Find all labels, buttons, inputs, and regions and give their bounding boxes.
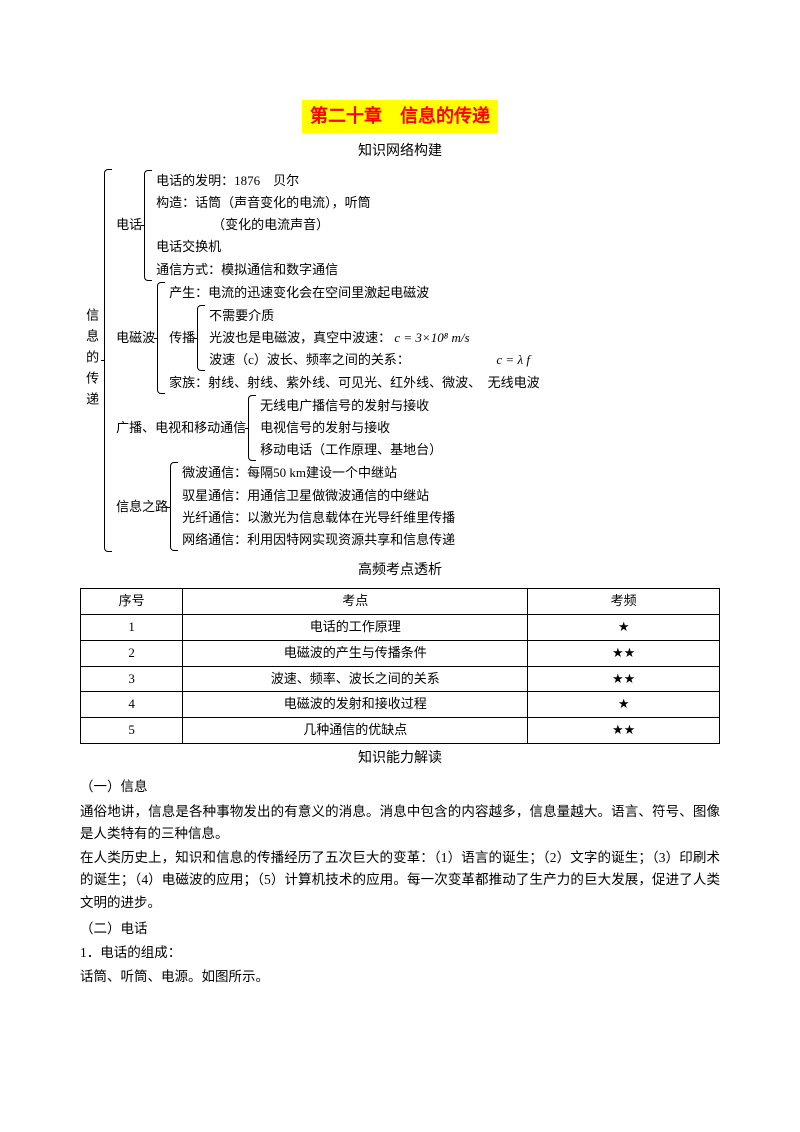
cell-index: 3	[81, 666, 183, 692]
table-row: 1 电话的工作原理 ★	[81, 614, 720, 640]
cell-freq: ★	[528, 614, 720, 640]
em-formula: c = 3×10⁸ m/s	[394, 330, 469, 345]
cell-point: 波速、频率、波长之间的关系	[183, 666, 528, 692]
cell-freq: ★	[528, 692, 720, 718]
para-info-2: 在人类历史上，知识和信息的传播经历了五次巨大的变革：（1）语言的诞生；（2）文字…	[80, 847, 720, 914]
cell-index: 4	[81, 692, 183, 718]
table-row: 3 波速、频率、波长之间的关系 ★★	[81, 666, 720, 692]
para-info-1: 通俗地讲，信息是各种事物发出的有意义的消息。消息中包含的内容越多，信息量越大。语…	[80, 801, 720, 846]
branch-btv-label: 广播、电视和移动通信	[116, 395, 248, 461]
th-freq: 考频	[528, 589, 720, 615]
subtitle-table: 高频考点透析	[80, 560, 720, 582]
em-line: 产生：电流的迅速变化会在空间里激起电磁波	[169, 282, 540, 304]
brace-icon	[157, 282, 165, 394]
branch-phone-label: 电话	[116, 170, 144, 280]
cell-index: 5	[81, 718, 183, 744]
road-line: 驭星通信：用通信卫星做微波通信的中继站	[182, 485, 455, 507]
cell-index: 2	[81, 640, 183, 666]
em-spread-label: 传播	[169, 305, 197, 371]
brace-icon	[170, 462, 178, 550]
exam-points-table: 序号 考点 考频 1 电话的工作原理 ★ 2 电磁波的产生与传播条件 ★★ 3 …	[80, 588, 720, 744]
table-header-row: 序号 考点 考频	[81, 589, 720, 615]
road-line: 光纤通信：以激光为信息载体在光导纤维里传播	[182, 507, 455, 529]
em-text: 光波也是电磁波，真空中波速：	[209, 330, 391, 345]
subtitle-network: 知识网络构建	[80, 141, 720, 163]
em-spread-line: 波速（c）波长、频率之间的关系： c = λ f	[209, 349, 530, 371]
phone-line: 电话的发明：1876 贝尔	[156, 170, 371, 192]
subtitle-knowledge: 知识能力解读	[80, 748, 720, 770]
btv-line: 电视信号的发射与接收	[260, 417, 442, 439]
road-line: 微波通信：每隔50 km建设一个中继站	[182, 462, 455, 484]
section-info-head: （一）信息	[80, 776, 720, 798]
th-index: 序号	[81, 589, 183, 615]
brace-icon	[248, 395, 256, 461]
phone-line: 构造：话筒（声音变化的电流），听筒	[156, 192, 371, 214]
brace-icon	[104, 169, 112, 552]
phone-line: 通信方式：模拟通信和数字通信	[156, 259, 371, 281]
brace-icon	[197, 305, 205, 371]
em-formula: c = λ f	[496, 352, 530, 367]
branch-road-label: 信息之路	[116, 462, 170, 550]
cell-freq: ★★	[528, 718, 720, 744]
em-spread-line: 不需要介质	[209, 305, 530, 327]
cell-index: 1	[81, 614, 183, 640]
tree-root-label: 信息的传递	[80, 308, 102, 413]
table-row: 5 几种通信的优缺点 ★★	[81, 718, 720, 744]
cell-freq: ★★	[528, 640, 720, 666]
th-point: 考点	[183, 589, 528, 615]
btv-line: 无线电广播信号的发射与接收	[260, 395, 442, 417]
btv-line: 移动电话（工作原理、基地台）	[260, 439, 442, 461]
cell-point: 电话的工作原理	[183, 614, 528, 640]
branch-em-label: 电磁波	[116, 282, 157, 394]
cell-point: 几种通信的优缺点	[183, 718, 528, 744]
page-title: 第二十章 信息的传递	[302, 100, 498, 133]
para-phone-1: 1．电话的组成：	[80, 942, 720, 964]
phone-line: 电话交换机	[156, 236, 371, 258]
cell-freq: ★★	[528, 666, 720, 692]
em-line: 家族：射线、射线、紫外线、可见光、红外线、微波、 无线电波	[169, 372, 540, 394]
em-spread-line: 光波也是电磁波，真空中波速： c = 3×10⁸ m/s	[209, 327, 530, 349]
para-phone-2: 话筒、听筒、电源。如图所示。	[80, 966, 720, 988]
section-phone-head: （二）电话	[80, 918, 720, 940]
road-line: 网络通信：利用因特网实现资源共享和信息传递	[182, 529, 455, 551]
table-row: 4 电磁波的发射和接收过程 ★	[81, 692, 720, 718]
brace-icon	[144, 170, 152, 280]
cell-point: 电磁波的发射和接收过程	[183, 692, 528, 718]
phone-line: （变化的电流声音）	[156, 214, 371, 236]
table-row: 2 电磁波的产生与传播条件 ★★	[81, 640, 720, 666]
em-text: 波速（c）波长、频率之间的关系：	[209, 352, 410, 367]
knowledge-tree: 信息的传递 电话 电话的发明：1876 贝尔 构造：话筒（声音变化的电流），听筒…	[80, 169, 720, 552]
page-title-wrap: 第二十章 信息的传递	[80, 100, 720, 133]
cell-point: 电磁波的产生与传播条件	[183, 640, 528, 666]
